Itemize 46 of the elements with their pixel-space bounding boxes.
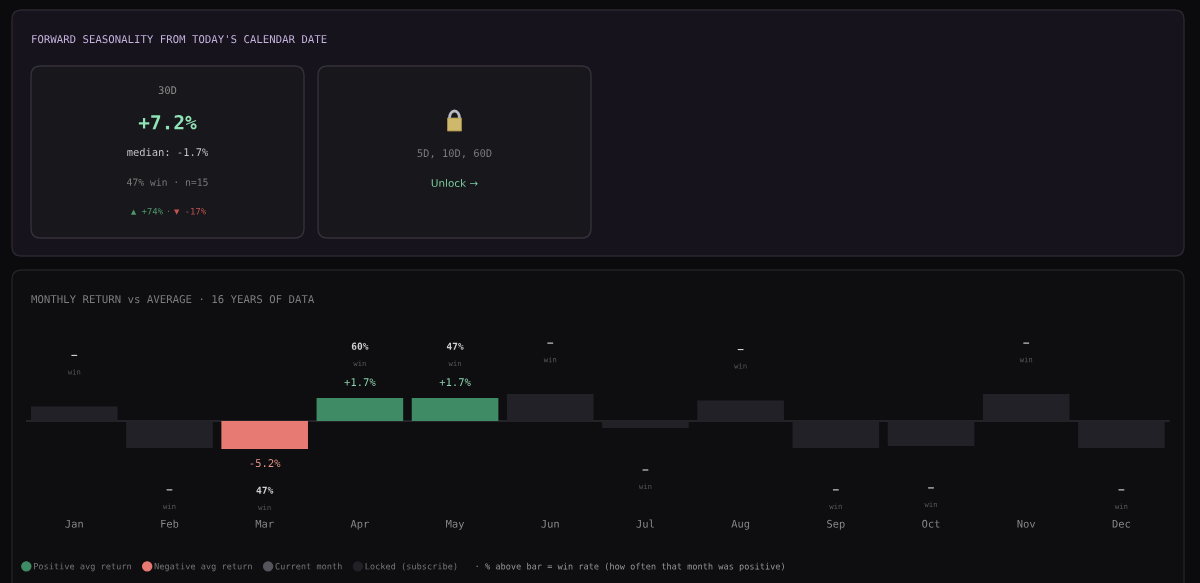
text: — bbox=[1118, 489, 1125, 491]
x-tick-label: Apr bbox=[350, 519, 369, 530]
bar bbox=[316, 398, 404, 421]
chart-title: MONTHLY RETURN vs AVERAGE · 16 YEARS OF DATA bbox=[31, 295, 315, 304]
x-tick-label: Feb bbox=[161, 519, 179, 528]
text: — bbox=[71, 354, 78, 357]
bar bbox=[221, 421, 308, 449]
text: — bbox=[166, 489, 173, 491]
text: 47% bbox=[446, 342, 464, 350]
text: FORWARD SEASONALITY FROM TODAY'S CALENDAR DATE bbox=[32, 35, 327, 44]
annotation: +1.7% bbox=[439, 378, 471, 386]
x-tick-label: Aug bbox=[731, 519, 750, 530]
text: — bbox=[547, 342, 554, 344]
x-tick-label: Dec bbox=[1112, 519, 1130, 528]
text: — bbox=[1023, 342, 1030, 344]
text: 30D bbox=[158, 86, 177, 95]
text: +7.2% bbox=[138, 114, 197, 130]
text: 60% bbox=[351, 342, 369, 350]
text: 5D, 10D, 60D bbox=[417, 149, 492, 159]
text: 47% win · n=15 bbox=[127, 178, 208, 186]
text: ▼ -17% bbox=[174, 208, 206, 215]
x-tick-label: Sep bbox=[827, 519, 845, 530]
bar bbox=[411, 398, 499, 421]
x-tick-label: Jan bbox=[65, 519, 83, 528]
text: — bbox=[832, 489, 839, 491]
legend-label: Positive avg return bbox=[34, 562, 131, 572]
x-tick-label: Nov bbox=[1017, 519, 1036, 528]
text: — bbox=[642, 469, 649, 471]
x-tick-label: Jul bbox=[636, 519, 654, 528]
legend-label: Locked (subscribe) bbox=[365, 562, 457, 571]
x-tick-label: Mar bbox=[255, 519, 274, 528]
x-tick-label: Jun bbox=[541, 519, 559, 528]
text: 47% bbox=[256, 486, 274, 494]
annotation: +1.7% bbox=[344, 378, 376, 386]
text: Unlock → bbox=[431, 178, 478, 188]
text: ▲ +74% bbox=[130, 208, 163, 215]
text: median: -1.7% bbox=[127, 147, 209, 157]
annotation: -5.2% bbox=[250, 459, 281, 468]
legend-label: Current month bbox=[275, 562, 342, 570]
text: — bbox=[928, 487, 934, 489]
legend-label: Negative avg return bbox=[154, 562, 252, 572]
text: · % above bar = win rate (how often that month was positive) bbox=[476, 562, 784, 572]
x-tick-label: Oct bbox=[922, 519, 940, 528]
text: · bbox=[167, 210, 170, 213]
x-tick-label: May bbox=[446, 519, 465, 530]
text: — bbox=[737, 348, 744, 351]
